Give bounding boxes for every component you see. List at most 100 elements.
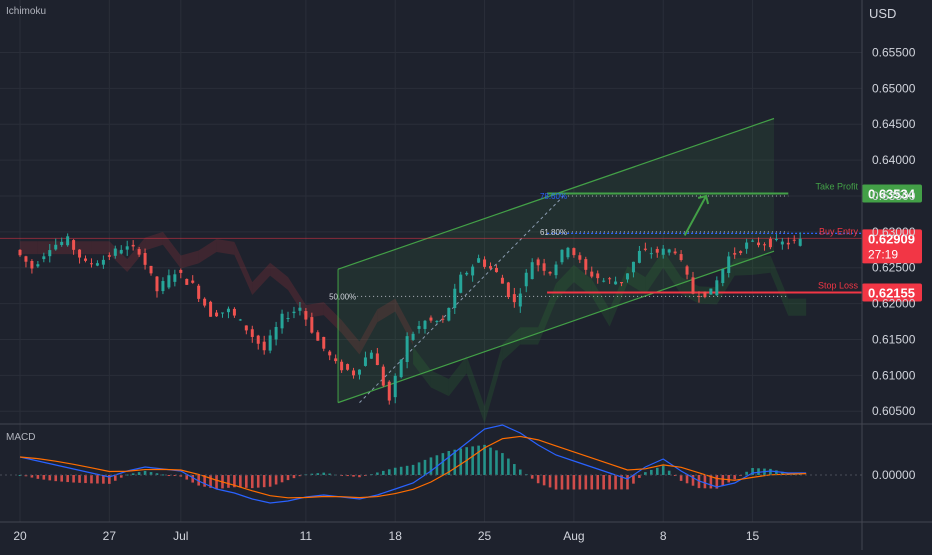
candle-body	[304, 311, 308, 320]
x-tick-label: 18	[389, 529, 403, 543]
candle-body	[739, 251, 743, 254]
macd-histogram-bar	[554, 475, 558, 490]
candle-body	[220, 312, 224, 314]
macd-histogram-bar	[626, 475, 629, 490]
macd-histogram-bar	[548, 475, 552, 488]
ichimoku-cloud	[20, 231, 807, 424]
macd-histogram-bar	[477, 445, 480, 475]
macd-histogram-bar	[471, 446, 474, 475]
candle-body	[423, 320, 427, 329]
candle-body	[95, 263, 99, 266]
macd-histogram-bar	[113, 475, 117, 481]
cloud-segment	[609, 266, 628, 327]
candle-body	[691, 277, 695, 294]
cloud-segment	[145, 231, 163, 251]
cloud-segment	[234, 241, 253, 296]
price-label-box	[862, 283, 922, 302]
macd-histogram-bar	[501, 453, 504, 475]
macd-histogram-bar	[602, 475, 605, 490]
candle-body	[471, 266, 475, 276]
cloud-segment	[341, 320, 360, 355]
candle-body	[625, 273, 629, 280]
candle-body	[131, 244, 135, 247]
macd-histogram-bar	[298, 475, 302, 477]
candle-body	[48, 250, 52, 257]
candle-body	[602, 280, 606, 282]
candle-body	[751, 240, 755, 242]
macd-histogram-bar	[262, 475, 266, 488]
macd-histogram-bar	[274, 475, 278, 485]
candle-body	[280, 313, 284, 329]
macd-histogram-bar	[620, 475, 623, 490]
y-tick-label: 0.65500	[872, 45, 916, 59]
cloud-segment	[448, 355, 467, 397]
macd-histogram-bar	[161, 474, 165, 476]
candle-body	[149, 265, 153, 274]
macd-histogram-bar	[78, 475, 81, 483]
macd-histogram-bar	[322, 472, 326, 475]
candle-body	[340, 361, 344, 371]
candle-body	[381, 366, 385, 386]
channel-lower	[337, 250, 775, 404]
currency-label: USD	[869, 6, 896, 21]
candle-body	[238, 319, 242, 321]
y-tick-label: 0.61500	[872, 332, 916, 346]
x-tick-label: 27	[103, 529, 117, 543]
candle-body	[548, 271, 552, 274]
candle-body	[512, 294, 516, 303]
macd-histogram-bar	[661, 465, 665, 475]
macd-histogram-bar	[411, 464, 415, 475]
cloud-segment	[663, 250, 682, 295]
candle-body	[554, 264, 558, 276]
candle-body	[203, 298, 207, 306]
macd-histogram-bar	[590, 475, 594, 490]
candle-body	[483, 259, 487, 267]
candle-body	[572, 248, 576, 256]
x-tick-label: Jul	[173, 529, 188, 543]
cloud-segment	[573, 264, 592, 297]
candle-body	[24, 256, 28, 262]
candle-body	[363, 357, 367, 366]
macd-histogram-bar	[513, 464, 516, 475]
level-label: Buy Entry	[819, 226, 859, 236]
macd-histogram-bar	[125, 474, 129, 476]
candle-body	[161, 281, 165, 292]
macd-histogram-bar	[30, 475, 34, 478]
cloud-segment	[162, 231, 181, 269]
candle-body	[727, 256, 731, 273]
price-label-box	[862, 184, 922, 203]
candle-body	[173, 274, 177, 282]
macd-histogram-bar	[453, 449, 457, 475]
macd-histogram-bar	[703, 475, 707, 489]
candle-body	[78, 249, 82, 258]
candle-body	[798, 238, 802, 246]
macd-histogram-bar	[685, 475, 689, 484]
candle-body	[256, 335, 260, 344]
macd-histogram-bar	[483, 444, 486, 475]
macd-histogram-bar	[179, 475, 183, 477]
macd-histogram-bar	[310, 473, 314, 475]
fib-level-label: 61.80%	[540, 228, 567, 237]
macd-histogram-bar	[614, 475, 617, 490]
macd-histogram-bar	[489, 447, 492, 475]
candle-body	[780, 241, 784, 245]
macd-histogram-bar	[405, 465, 409, 475]
x-tick-label: Aug	[563, 529, 584, 543]
macd-histogram-bar	[191, 475, 195, 483]
macd-histogram-bar	[185, 475, 189, 480]
macd-histogram-bar	[108, 475, 111, 484]
candles[interactable]	[18, 232, 802, 405]
macd-histogram-bar	[167, 475, 171, 476]
levels: 78.60% 61.80% 50.00% Take Profit 0.63534 Buy …	[0, 182, 922, 302]
signal-line	[19, 435, 807, 499]
candle-body	[387, 381, 391, 401]
fib-trend-line	[359, 194, 566, 403]
candle-body	[417, 326, 421, 329]
candle-body	[89, 263, 93, 265]
cloud-segment	[591, 279, 610, 327]
candle-body	[757, 242, 761, 246]
candle-body	[72, 240, 76, 250]
x-tick-label: 8	[660, 529, 667, 543]
candle-body	[715, 280, 719, 296]
